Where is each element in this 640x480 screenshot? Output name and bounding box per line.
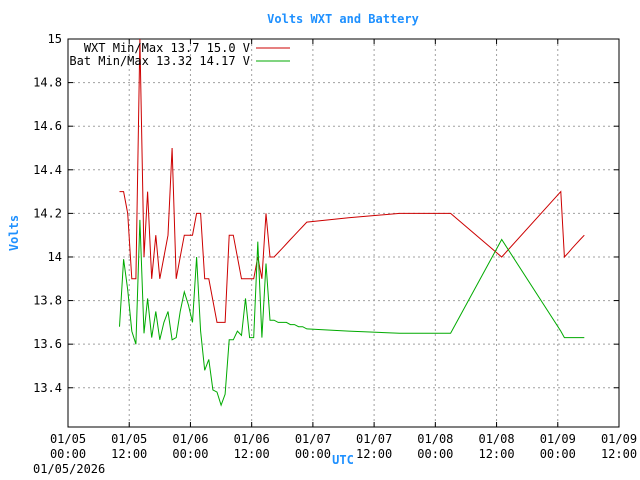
y-tick-label-6: 14.6 <box>33 119 62 133</box>
x-axis-label: UTC <box>332 453 354 467</box>
grid-lines <box>68 39 619 427</box>
y-axis-label: Volts <box>7 215 21 251</box>
y-tick-label-3: 14 <box>48 250 62 264</box>
x-axis-ticks: 01/0500:0001/0512:0001/0600:0001/0612:00… <box>50 39 637 461</box>
x-tick-date-9: 01/09 <box>601 432 637 446</box>
x-tick-time-3: 12:00 <box>234 447 270 461</box>
x-tick-time-6: 00:00 <box>417 447 453 461</box>
x-tick-date-3: 01/06 <box>234 432 270 446</box>
y-tick-label-7: 14.8 <box>33 76 62 90</box>
x-tick-date-8: 01/09 <box>540 432 576 446</box>
x-tick-date-6: 01/08 <box>417 432 453 446</box>
x-tick-time-8: 00:00 <box>540 447 576 461</box>
date-stamp: 01/05/2026 <box>33 462 105 476</box>
x-tick-time-1: 12:00 <box>111 447 147 461</box>
legend-label-bat: Bat Min/Max 13.32 14.17 V <box>69 54 250 68</box>
legend-label-wxt: WXT Min/Max 13.7 15.0 V <box>84 41 250 55</box>
chart-title: Volts WXT and Battery <box>267 12 419 26</box>
y-axis-ticks: 13.4 13.6 13.8 14 14.2 14.4 14.6 14.8 15 <box>33 32 619 395</box>
series-line-1 <box>119 219 585 407</box>
x-tick-date-5: 01/07 <box>356 432 392 446</box>
y-tick-label-8: 15 <box>48 32 62 46</box>
y-tick-label-2: 13.8 <box>33 294 62 308</box>
x-tick-date-4: 01/07 <box>295 432 331 446</box>
x-tick-date-2: 01/06 <box>172 432 208 446</box>
x-tick-date-7: 01/08 <box>478 432 514 446</box>
x-tick-date-1: 01/05 <box>111 432 147 446</box>
plot-frame <box>67 38 620 428</box>
legend: WXT Min/Max 13.7 15.0 V Bat Min/Max 13.3… <box>69 41 290 68</box>
y-tick-label-5: 14.4 <box>33 163 62 177</box>
x-tick-time-9: 12:00 <box>601 447 637 461</box>
x-tick-time-7: 12:00 <box>478 447 514 461</box>
x-tick-time-5: 12:00 <box>356 447 392 461</box>
series-line-0 <box>119 38 585 323</box>
x-tick-time-2: 00:00 <box>172 447 208 461</box>
x-tick-time-0: 00:00 <box>50 447 86 461</box>
x-tick-time-4: 00:00 <box>295 447 331 461</box>
y-tick-label-4: 14.2 <box>33 206 62 220</box>
x-tick-date-0: 01/05 <box>50 432 86 446</box>
data-series <box>119 38 585 407</box>
y-tick-label-1: 13.6 <box>33 337 62 351</box>
y-tick-label-0: 13.4 <box>33 381 62 395</box>
